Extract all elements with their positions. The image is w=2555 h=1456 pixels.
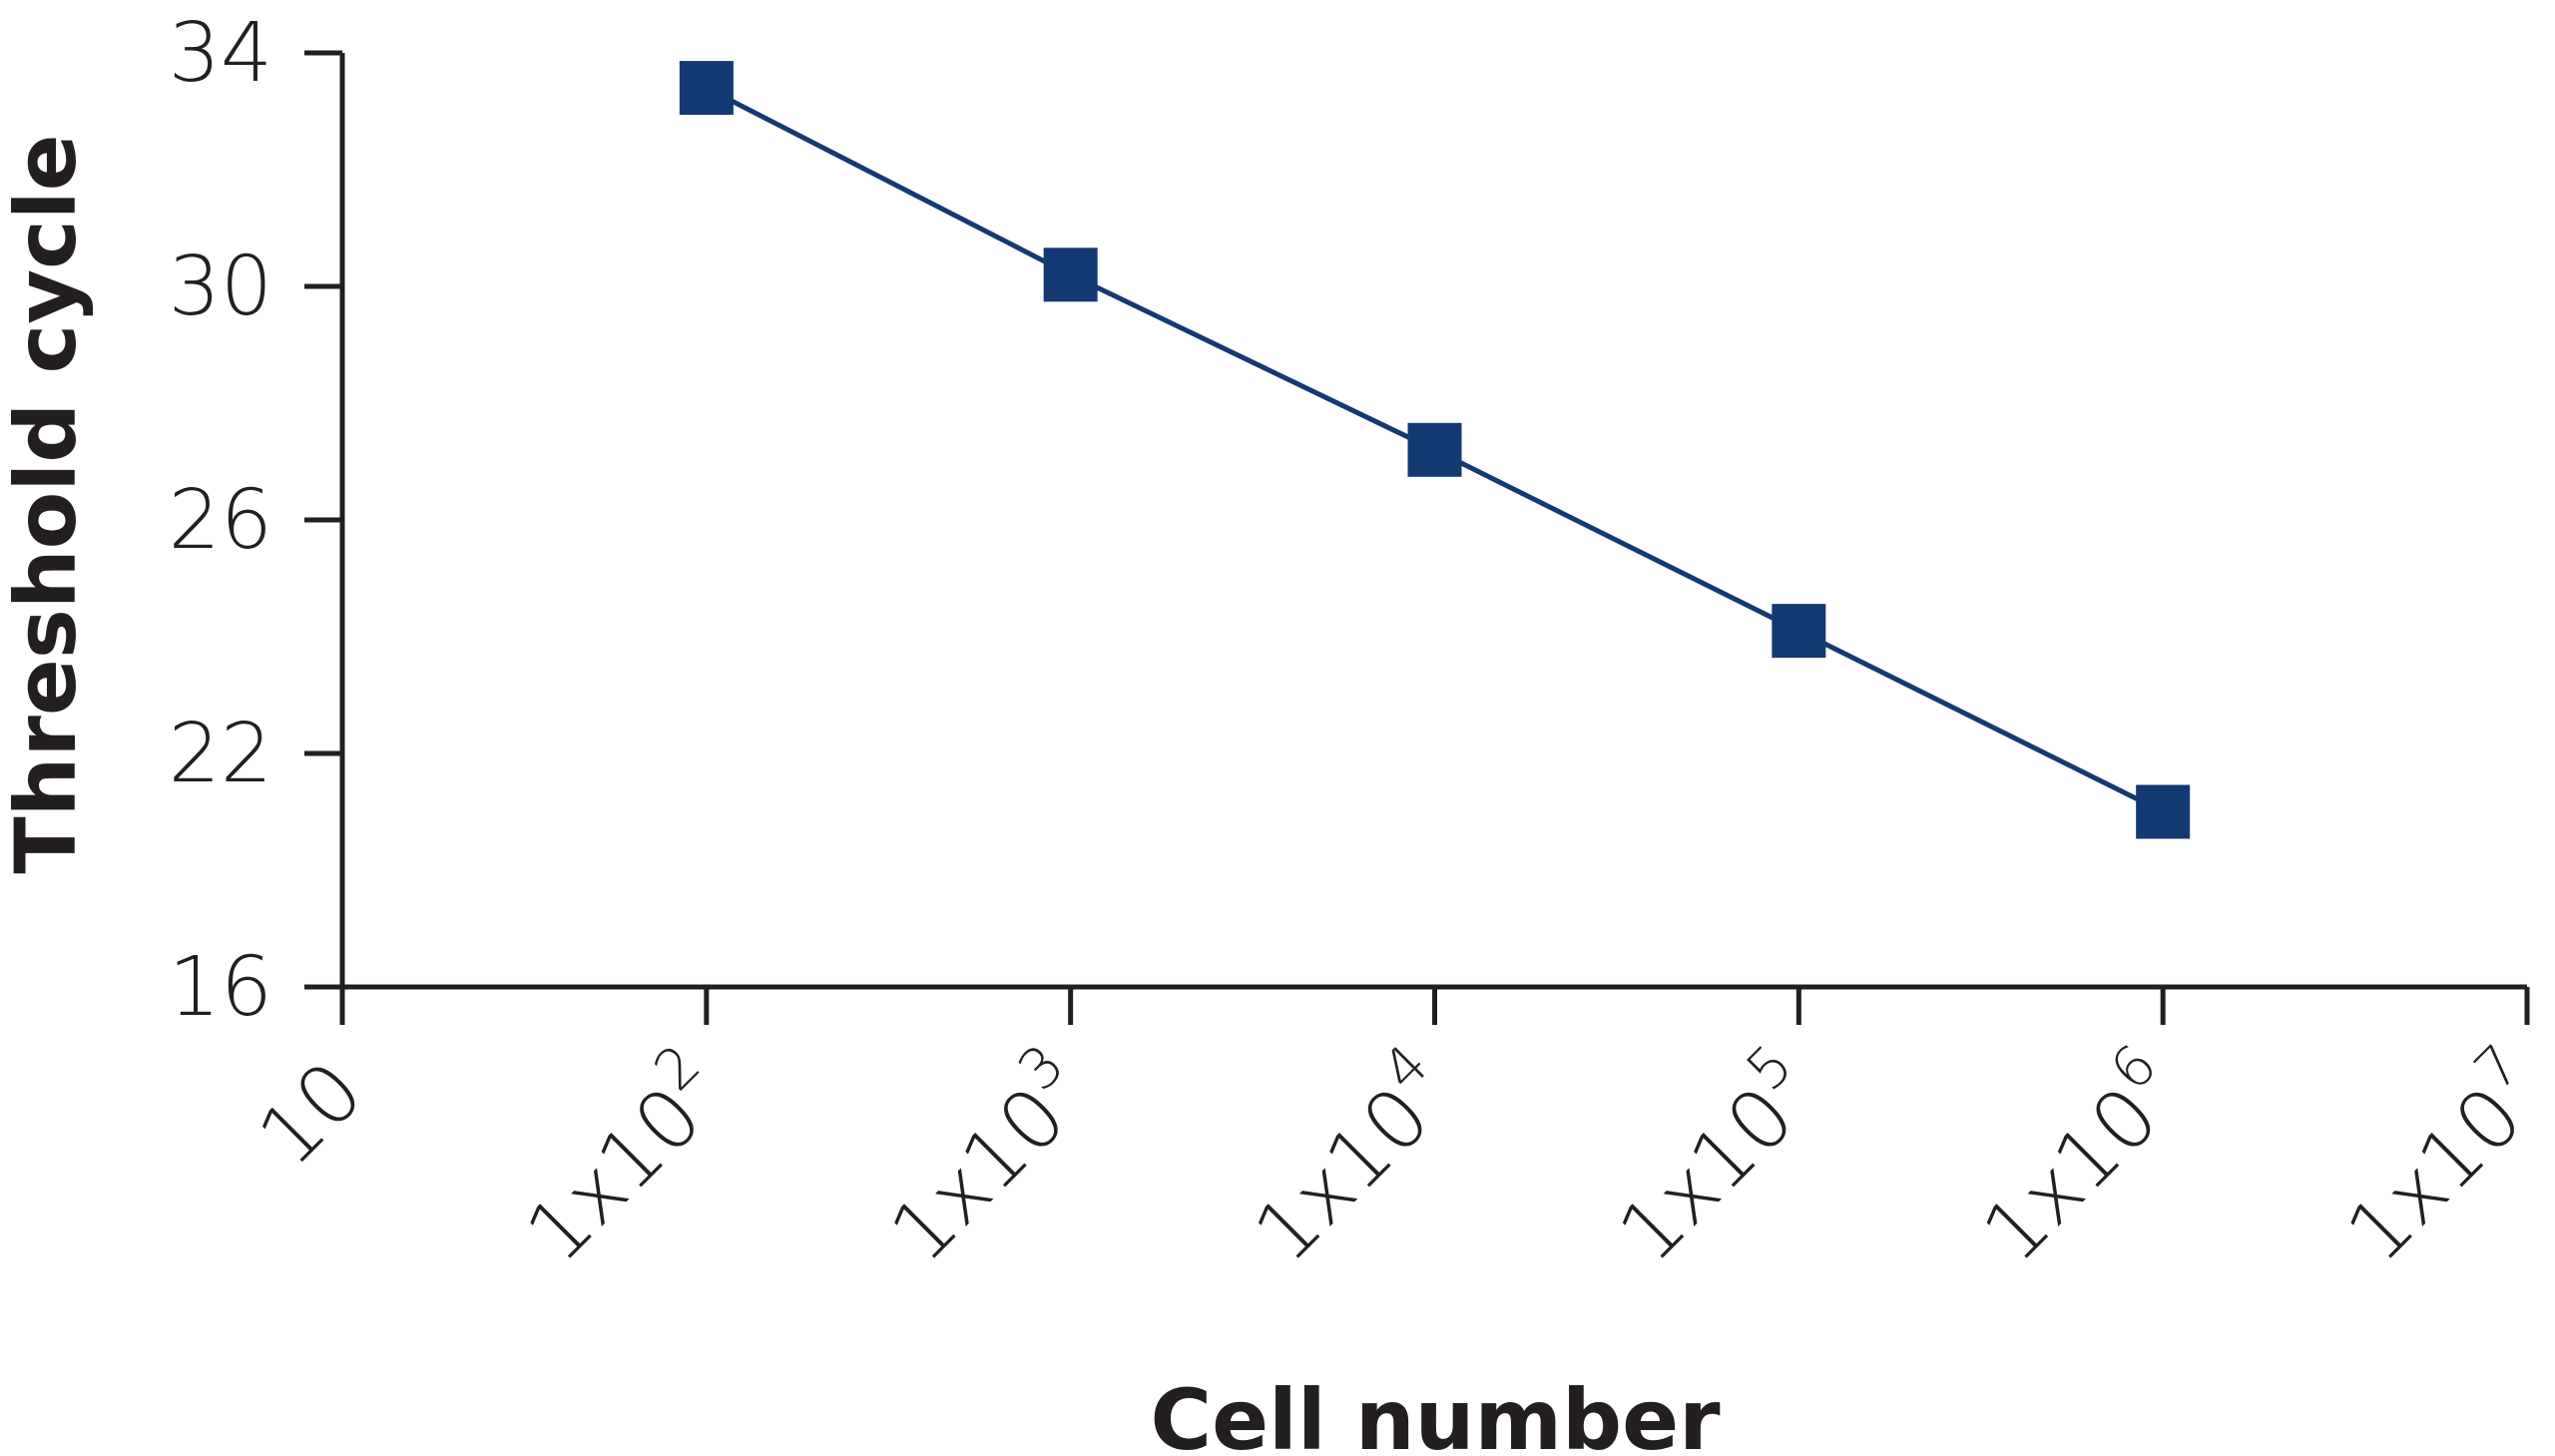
data-point-marker — [1407, 422, 1462, 477]
x-tick-label: 1x105 — [1590, 1033, 1838, 1281]
y-tick-label: 30 — [169, 240, 272, 334]
data-point-marker — [1772, 604, 1826, 659]
y-tick-label: 26 — [169, 473, 272, 568]
x-tick-base: 10 — [241, 1044, 381, 1185]
y-axis-title: Threshold cycle — [0, 134, 95, 873]
y-tick-label: 34 — [169, 6, 272, 101]
y-tick-label: 16 — [169, 940, 272, 1035]
data-point-marker — [2136, 784, 2191, 839]
axes — [339, 53, 2527, 990]
x-tick-label: 1x104 — [1226, 1033, 1474, 1281]
x-tick-label: 1x102 — [497, 1033, 746, 1281]
series — [679, 61, 2191, 839]
y-tick-label: 22 — [169, 707, 272, 801]
data-point-marker — [1043, 247, 1098, 302]
x-tick-label: 1x106 — [1954, 1033, 2203, 1281]
x-tick-label: 10 — [241, 1044, 381, 1185]
x-axis-title: Cell number — [1150, 1371, 1721, 1456]
x-tick-label: 1x107 — [2317, 1033, 2555, 1281]
x-tick-label: 1x103 — [861, 1033, 1110, 1281]
data-point-marker — [679, 61, 734, 116]
